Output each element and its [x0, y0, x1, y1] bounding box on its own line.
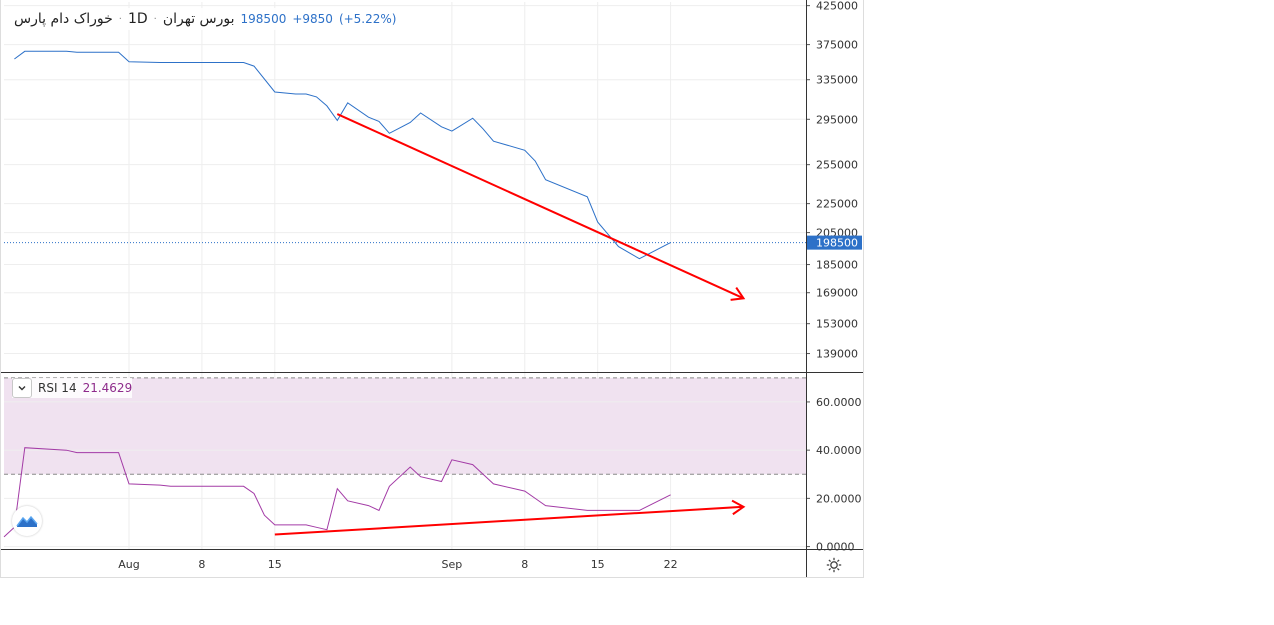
- price-axis-label: 425000: [816, 0, 858, 13]
- price-axis-label: 255000: [816, 159, 858, 172]
- rsi-band-fill: [4, 377, 806, 475]
- price-axis-label: 185000: [816, 259, 858, 272]
- last-price: 198500: [240, 12, 287, 26]
- exchange-name: بورس تهران: [162, 11, 235, 27]
- price-axis-label: 153000: [816, 318, 858, 331]
- rsi-axis-label: 40.0000: [816, 444, 862, 457]
- price-change: +9850: [292, 12, 333, 26]
- price-axis-label: 225000: [816, 198, 858, 211]
- time-axis-label: 15: [591, 558, 605, 571]
- chart-background: [0, 0, 864, 578]
- time-axis-label: Sep: [442, 558, 463, 571]
- last-price-badge-label: 198500: [816, 237, 858, 250]
- legend-separator: ·: [118, 13, 122, 25]
- symbol-legend: خوراک دام پارس · 1D · بورس تهران 198500 …: [10, 8, 401, 30]
- rsi-trend-arrow-head[interactable]: [731, 499, 746, 516]
- rsi-series-line[interactable]: [3, 447, 671, 538]
- timeframe-label[interactable]: 1D: [127, 11, 148, 27]
- rsi-trend-arrow[interactable]: [274, 505, 744, 536]
- rsi-axis-label: 20.0000: [816, 492, 862, 505]
- symbol-name[interactable]: خوراک دام پارس: [14, 11, 113, 27]
- rsi-legend: RSI 14 21.4629: [12, 378, 133, 398]
- last-price-badge: [807, 235, 862, 250]
- time-axis-label: 8: [198, 558, 205, 571]
- price-axis-label: 295000: [816, 113, 858, 126]
- rsi-axis-label: 0.0000: [816, 541, 855, 554]
- rsi-value: 21.4629: [82, 381, 133, 395]
- price-axis-label: 139000: [816, 348, 858, 361]
- gear-icon[interactable]: [824, 555, 844, 575]
- price-axis-label: 169000: [816, 287, 858, 300]
- time-axis-label: 15: [268, 558, 282, 571]
- price-axis-label: 335000: [816, 74, 858, 87]
- chevron-down-icon[interactable]: [12, 378, 32, 398]
- time-axis-label: Aug: [118, 558, 139, 571]
- price-series-line[interactable]: [14, 50, 671, 260]
- time-axis-label: 8: [521, 558, 528, 571]
- price-trend-arrow[interactable]: [336, 113, 744, 300]
- price-trend-arrow-head[interactable]: [730, 286, 746, 301]
- rsi-axis-label: 60.0000: [816, 396, 862, 409]
- rsi-name: RSI 14: [38, 381, 77, 395]
- price-change-percent: (+5.22%): [338, 12, 397, 26]
- page-margin: [0, 578, 1274, 621]
- time-axis-label: 22: [664, 558, 678, 571]
- tradingview-logo-icon[interactable]: [12, 506, 42, 536]
- price-axis-label: 375000: [816, 39, 858, 52]
- legend-separator-2: ·: [153, 13, 157, 25]
